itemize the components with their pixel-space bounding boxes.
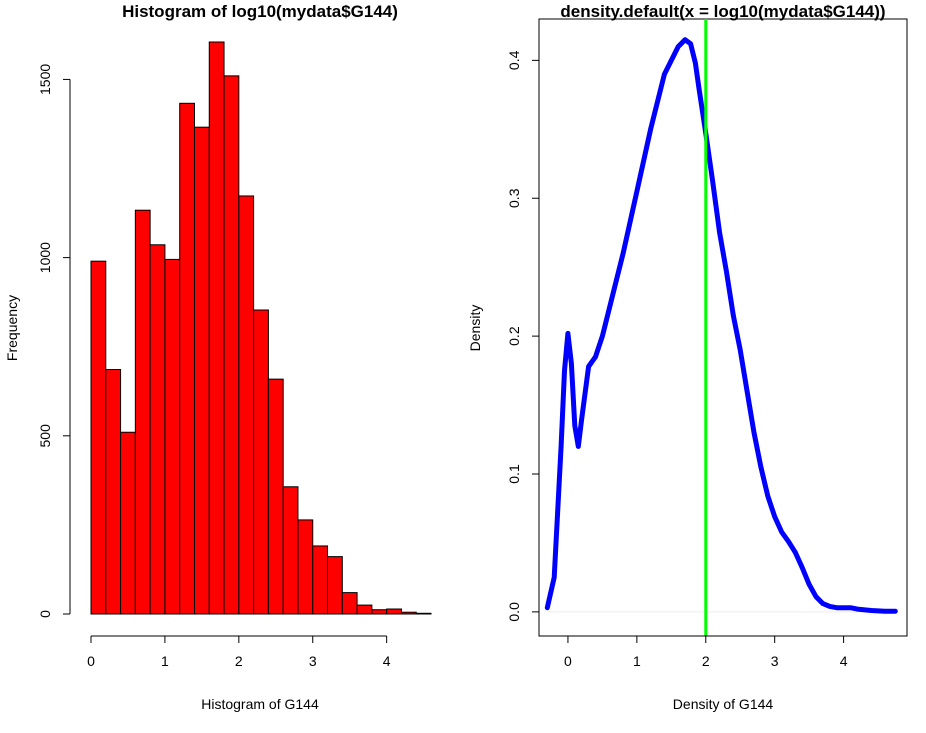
histogram-bar xyxy=(238,195,255,615)
histogram-bar xyxy=(327,556,343,615)
histogram-y-tick-label: 500 xyxy=(37,424,53,448)
histogram-x-tick-label: 4 xyxy=(383,653,391,669)
histogram-x-tick-label: 1 xyxy=(161,653,169,669)
histogram-bar xyxy=(90,260,107,615)
density-curve xyxy=(544,37,898,614)
histogram-bar xyxy=(149,244,166,615)
density-plot-box xyxy=(538,18,908,637)
histogram-bar xyxy=(223,75,240,615)
histogram-x-label: Histogram of G144 xyxy=(201,696,319,712)
histogram-bar xyxy=(415,612,432,615)
histogram-bar xyxy=(400,611,417,615)
density-panel: density.default(x = log10(mydata$G144)) … xyxy=(467,2,908,712)
histogram-bar xyxy=(267,378,284,615)
histogram-y-tick-label: 1000 xyxy=(37,242,53,273)
histogram-bar xyxy=(371,609,388,615)
density-y-tick-label: 0.2 xyxy=(506,326,522,346)
density-y-tick-label: 0.1 xyxy=(506,464,522,484)
density-x-label: Density of G144 xyxy=(673,696,774,712)
histogram-x-tick-label: 2 xyxy=(235,653,243,669)
density-x-tick-label: 4 xyxy=(840,653,848,669)
histogram-y-label: Frequency xyxy=(4,295,20,361)
histogram-x-tick-label: 0 xyxy=(87,653,95,669)
density-y-tick-label: 0.4 xyxy=(506,50,522,70)
histogram-bar xyxy=(179,102,195,615)
histogram-bar xyxy=(120,431,136,615)
density-y-tick-label: 0.0 xyxy=(506,602,522,622)
histogram-x-tick-label: 3 xyxy=(309,653,317,669)
density-y-axis: 0.0 0.1 0.2 0.3 0.4 xyxy=(506,50,539,622)
histogram-bar xyxy=(356,604,373,615)
histogram-bar xyxy=(164,258,181,615)
histogram-bar xyxy=(341,592,358,615)
density-x-tick-label: 2 xyxy=(702,653,710,669)
histogram-y-tick-label: 0 xyxy=(37,610,53,618)
histogram-bar xyxy=(312,545,329,615)
density-x-axis: 0 1 2 3 4 xyxy=(564,635,848,669)
histogram-y-tick-label: 1500 xyxy=(37,64,53,95)
histogram-bar xyxy=(105,369,122,615)
histogram-bar xyxy=(134,209,151,615)
histogram-bar xyxy=(193,126,210,615)
histogram-bar xyxy=(297,519,314,615)
histogram-bar xyxy=(386,608,402,615)
density-x-tick-label: 3 xyxy=(771,653,779,669)
histogram-y-axis: 0 500 1000 1500 xyxy=(37,64,71,618)
histogram-title: Histogram of log10(mydata$G144) xyxy=(122,2,398,21)
histogram-bar xyxy=(208,41,225,615)
density-x-tick-label: 1 xyxy=(633,653,641,669)
density-title: density.default(x = log10(mydata$G144)) xyxy=(560,2,885,21)
histogram-bar xyxy=(282,486,299,615)
histogram-panel: Histogram of log10(mydata$G144) Histogra… xyxy=(4,2,432,712)
histogram-bars xyxy=(90,41,432,615)
density-x-tick-label: 0 xyxy=(564,653,572,669)
histogram-x-axis: 0 1 2 3 4 xyxy=(87,635,391,669)
density-y-label: Density xyxy=(467,305,483,352)
density-y-tick-label: 0.3 xyxy=(506,188,522,208)
histogram-bar xyxy=(253,309,269,615)
